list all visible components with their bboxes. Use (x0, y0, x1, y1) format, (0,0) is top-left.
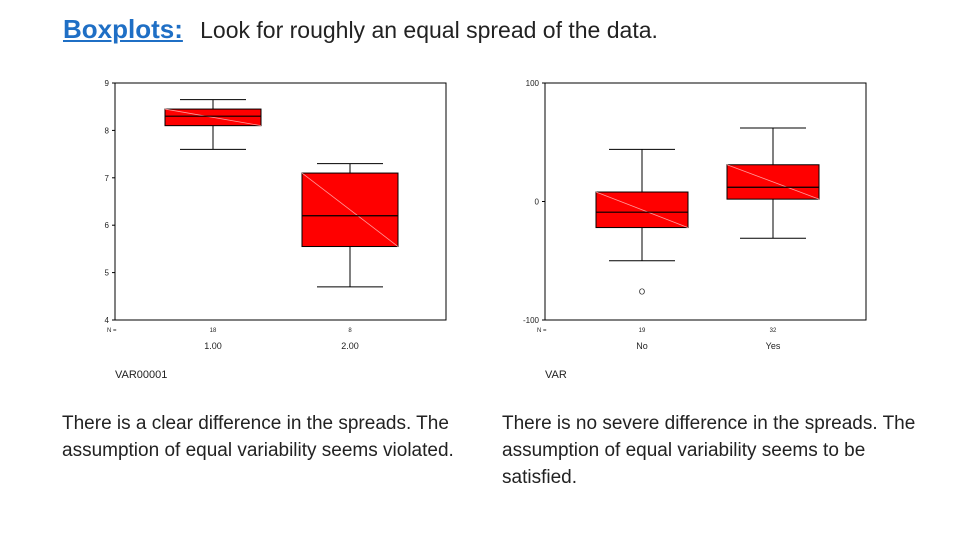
category-label-1-1: Yes (766, 341, 781, 351)
title-heading: Boxplots: (63, 14, 183, 44)
x-axis-label-0: VAR00001 (115, 369, 167, 381)
box-diagonal-0-1 (301, 172, 399, 247)
n-value-1-0: 19 (639, 328, 646, 334)
y-tick-label-0-0: 4 (105, 316, 110, 325)
n-value-0-1: 8 (348, 328, 352, 334)
n-label-0: N = (107, 328, 117, 334)
box-diagonal-1-0 (595, 191, 689, 228)
title-subtitle: Look for roughly an equal spread of the … (200, 17, 658, 43)
y-tick-label-0-4: 8 (105, 126, 110, 135)
caption-left: There is a clear difference in the sprea… (62, 413, 454, 461)
y-tick-label-0-5: 9 (105, 79, 110, 88)
box-diagonal-0-0 (164, 108, 262, 127)
caption-right: There is no severe difference in the spr… (502, 413, 916, 488)
n-value-1-1: 32 (770, 328, 777, 334)
y-tick-label-1-2: 100 (526, 79, 540, 88)
y-tick-label-0-2: 6 (105, 221, 110, 230)
plot-frame-1 (544, 82, 867, 321)
outlier-marker-1-0: O (639, 287, 645, 296)
plot-frame-0 (114, 82, 447, 321)
category-label-1-0: No (636, 341, 648, 351)
y-tick-label-1-0: -100 (523, 316, 540, 325)
box-diagonal-1-1 (726, 164, 820, 200)
n-label-1: N = (537, 328, 547, 334)
x-axis-label-1: VAR (545, 369, 567, 381)
y-tick-label-0-3: 7 (105, 174, 110, 183)
page-title: Boxplots: Look for roughly an equal spre… (63, 14, 658, 45)
category-label-0-0: 1.00 (204, 341, 222, 351)
y-tick-label-0-1: 5 (105, 269, 110, 278)
category-label-0-1: 2.00 (341, 341, 359, 351)
n-value-0-0: 18 (210, 328, 217, 334)
y-tick-label-1-1: 0 (535, 198, 540, 207)
